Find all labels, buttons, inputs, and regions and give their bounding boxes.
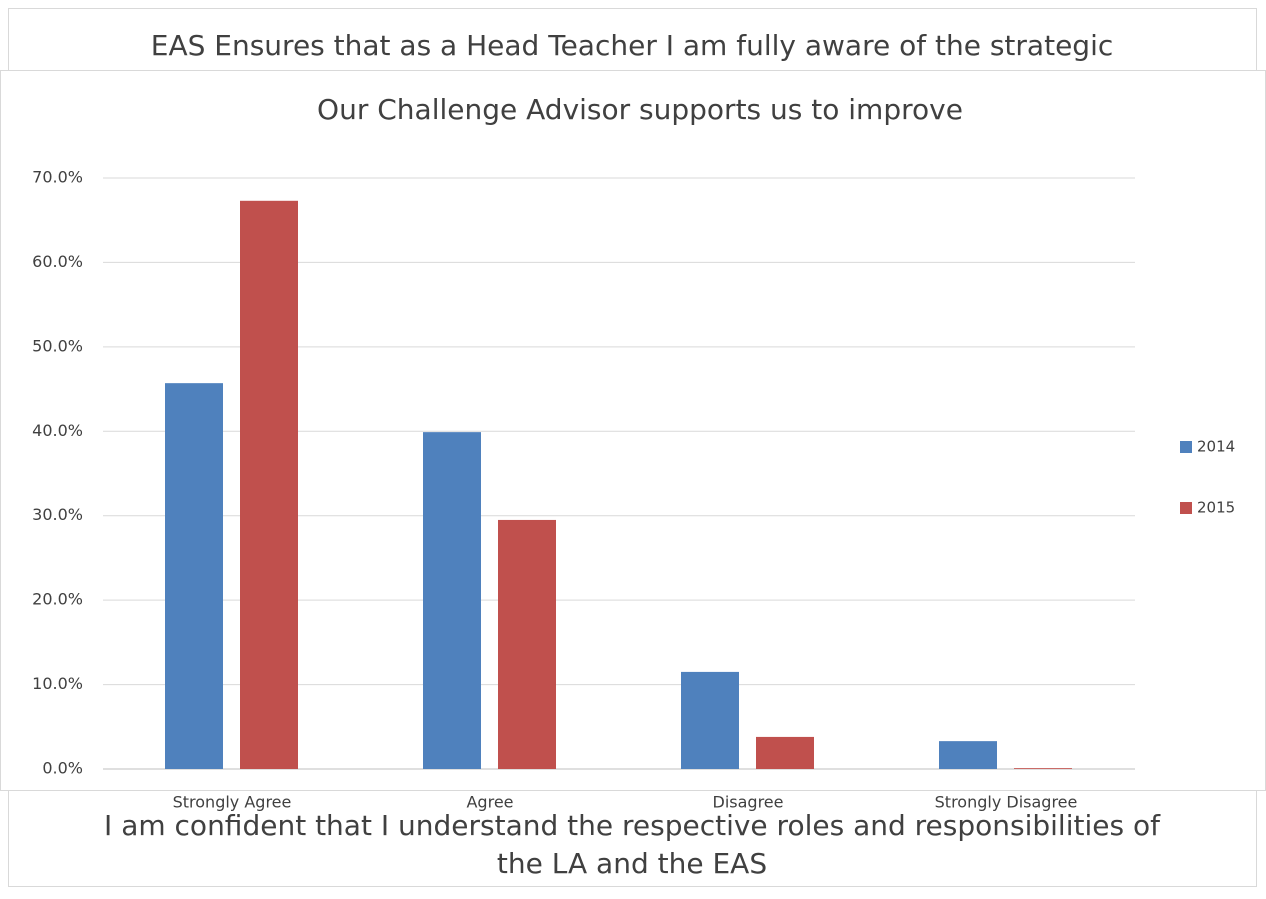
background-title: I am confident that I understand the res… [104,809,1161,842]
bar [681,671,739,769]
y-tick-label: 30.0% [32,505,83,524]
bar [423,432,481,769]
background-title: the LA and the EAS [497,847,767,880]
legend-swatch [1180,502,1192,514]
bar [498,519,556,769]
bar [756,736,814,769]
x-tick-label: Strongly Disagree [935,793,1078,812]
x-tick-label: Agree [466,793,513,812]
bar [1014,768,1072,769]
chart-title: Our Challenge Advisor supports us to imp… [317,93,963,126]
y-tick-label: 50.0% [32,336,83,355]
y-tick-label: 60.0% [32,252,83,271]
background-title: EAS Ensures that as a Head Teacher I am … [151,29,1114,62]
bar [939,741,997,769]
y-tick-label: 10.0% [32,674,83,693]
legend-label: 2015 [1197,499,1235,517]
y-tick-label: 0.0% [42,759,83,778]
y-tick-label: 40.0% [32,421,83,440]
legend-label: 2014 [1197,438,1235,456]
y-tick-label: 70.0% [32,168,83,187]
x-tick-label: Strongly Agree [173,793,292,812]
bar [165,383,223,769]
y-tick-label: 20.0% [32,590,83,609]
bar [240,200,298,769]
x-tick-label: Disagree [713,793,784,812]
legend-swatch [1180,441,1192,453]
